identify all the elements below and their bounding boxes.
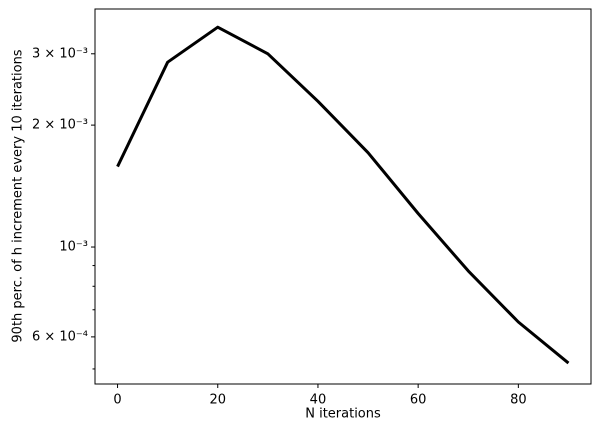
line <box>116 25 570 365</box>
x-tick-label: 0 <box>113 393 121 408</box>
x-tick-label: 20 <box>209 393 226 408</box>
y-tick-label: 10⁻³ <box>59 240 88 255</box>
y-tick-label: 2 × 10⁻³ <box>32 118 88 133</box>
y-tick-label: 3 × 10⁻³ <box>32 46 88 61</box>
x-tick-label: 60 <box>410 393 427 408</box>
y-tick-label: 6 × 10⁻⁴ <box>32 329 88 344</box>
plot-frame <box>94 8 592 385</box>
x-tick-label: 40 <box>310 393 327 408</box>
x-axis-label: N iterations <box>305 407 381 422</box>
x-tick-label: 80 <box>510 393 527 408</box>
y-axis-label: 90th perc. of h increment every 10 itera… <box>11 49 26 342</box>
